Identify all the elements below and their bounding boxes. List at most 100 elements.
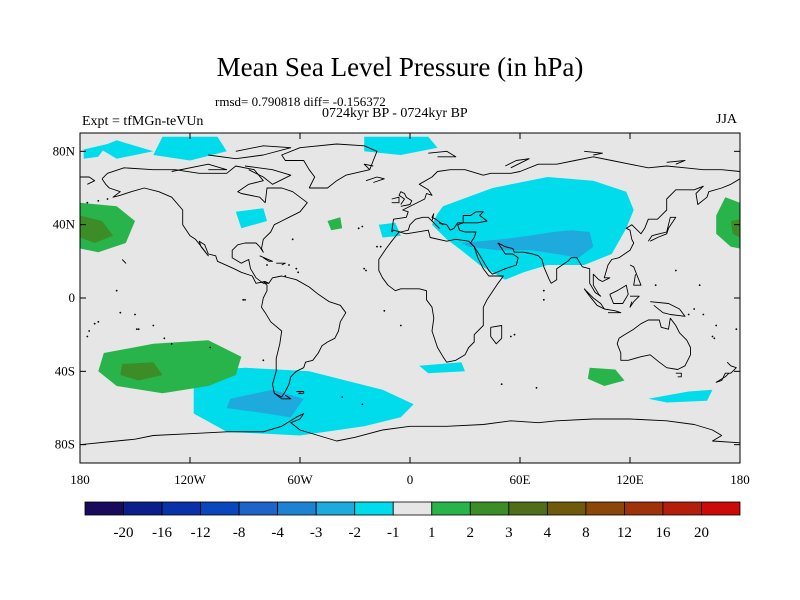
island-7	[137, 328, 140, 331]
coastline-27	[171, 163, 228, 172]
island-47	[674, 269, 677, 272]
island-16	[376, 245, 378, 248]
coastline-22	[274, 392, 292, 400]
island-10	[702, 313, 705, 316]
coastline-34	[363, 163, 374, 171]
island-12	[242, 298, 245, 301]
coastline-15	[604, 308, 622, 314]
y-tick-label: 0	[69, 290, 76, 305]
anomaly-region-8	[419, 362, 465, 374]
coastline-5	[391, 178, 740, 297]
colorbar-swatch-0	[84, 501, 124, 516]
colorbar-swatch-3	[200, 501, 240, 516]
coastline-33	[666, 160, 686, 165]
anomaly-region-19	[120, 362, 163, 381]
y-tick-label: 80S	[55, 437, 75, 452]
island-43	[295, 267, 298, 270]
axis-ticks: 80N 40N 0 40S 80S 180 120W 60W 0 60E 120E 180	[53, 133, 750, 487]
colorbar-label: 16	[655, 525, 671, 541]
y-tick-label: 80N	[53, 143, 76, 158]
coastline-3	[391, 156, 740, 233]
island-23	[542, 298, 545, 301]
x-tick-label: 120E	[616, 472, 644, 487]
coastline-13	[365, 176, 385, 183]
anomaly-region-17	[80, 215, 113, 243]
coastline-16	[609, 284, 629, 304]
anomaly-layer	[80, 136, 740, 436]
colorbar-label: -2	[348, 525, 361, 541]
island-17	[379, 245, 382, 248]
coastline-12	[391, 196, 400, 204]
island-39	[262, 359, 265, 362]
anomaly-region-1	[364, 136, 438, 155]
colorbar-label: 20	[694, 525, 709, 541]
coastline-8	[616, 317, 691, 370]
coastline-29	[244, 165, 292, 185]
coastline-4	[80, 176, 96, 185]
coastline-19	[629, 264, 642, 286]
anomaly-region-5	[378, 222, 401, 238]
anomaly-region-13	[716, 197, 740, 249]
colorbar-swatch-8	[392, 501, 433, 516]
coastline-2	[281, 143, 378, 189]
map-background	[80, 133, 740, 463]
island-8	[735, 328, 738, 331]
anomaly-region-14	[327, 217, 343, 231]
anomaly-region-11	[226, 389, 304, 418]
coastline-10	[715, 361, 737, 383]
colorbar-swatch-6	[315, 501, 356, 516]
island-19	[361, 225, 364, 228]
island-11	[693, 308, 696, 310]
colorbar-label: 4	[544, 525, 552, 541]
colorbar-swatch-7	[354, 501, 394, 516]
island-29	[361, 403, 364, 406]
colorbar-swatch-14	[624, 501, 664, 516]
island-0	[115, 289, 118, 292]
y-tick-label: 40S	[55, 363, 75, 378]
anomaly-region-18	[730, 219, 740, 238]
island-36	[135, 328, 138, 331]
coastline-32	[584, 150, 603, 156]
island-28	[341, 396, 344, 398]
island-6	[163, 337, 166, 340]
island-9	[715, 324, 718, 327]
stats-line: rmsd= 0.790818 diff= -0.156372	[215, 94, 386, 109]
anomaly-region-15	[98, 340, 242, 394]
island-21	[509, 335, 512, 338]
coastline-6	[378, 229, 504, 363]
coastline-1	[261, 275, 347, 398]
island-5	[119, 311, 122, 314]
colorbar-swatch-4	[238, 501, 279, 516]
coastline-20	[647, 216, 677, 242]
coastline-21	[80, 413, 740, 446]
x-tick-label: 0	[407, 472, 414, 487]
colorbar-label: 2	[467, 525, 475, 541]
island-46	[284, 275, 287, 277]
island-2	[152, 324, 155, 327]
x-tick-label: 60W	[287, 472, 313, 487]
coastline-30	[428, 150, 457, 158]
coastline-17	[629, 295, 640, 308]
island-30	[500, 383, 503, 386]
colorbar-swatch-10	[469, 501, 510, 516]
island-49	[86, 201, 89, 204]
anomaly-region-10	[461, 230, 594, 258]
colorbar-swatch-5	[277, 501, 317, 516]
colorbar-label: 12	[617, 525, 632, 541]
island-25	[299, 392, 301, 395]
coastline-28	[208, 145, 292, 160]
coastline-11	[398, 191, 413, 207]
coastline-9	[675, 372, 682, 378]
colorbar-swatch-2	[161, 501, 201, 516]
x-tick-label: 120W	[174, 472, 207, 487]
island-48	[654, 284, 657, 287]
island-35	[86, 335, 89, 338]
island-1	[134, 313, 136, 316]
island-14	[363, 267, 366, 270]
colorbar-label: -8	[233, 525, 246, 541]
coastline-25	[276, 262, 286, 266]
island-42	[297, 271, 300, 274]
coastline-0	[101, 165, 308, 284]
island-27	[383, 309, 386, 312]
